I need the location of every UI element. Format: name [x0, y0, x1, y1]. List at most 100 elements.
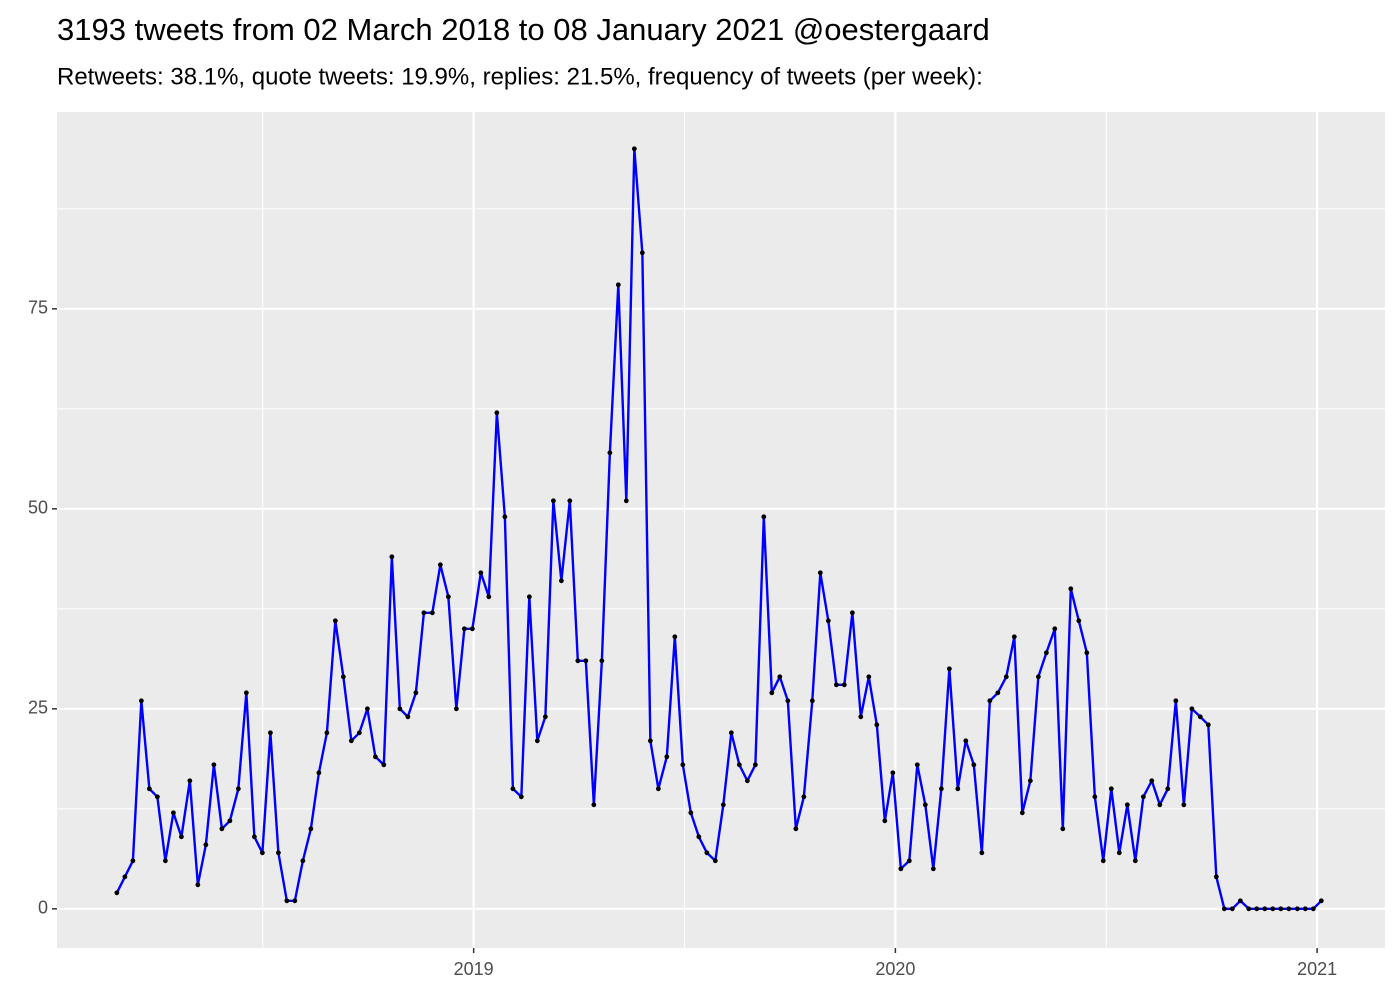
data-point [785, 698, 791, 704]
data-point [1052, 626, 1058, 632]
data-point [963, 738, 969, 744]
data-point [235, 786, 241, 792]
data-point [1181, 802, 1187, 808]
data-point [793, 826, 799, 832]
data-point [1132, 858, 1138, 864]
data-point [558, 578, 564, 584]
data-point [1003, 674, 1009, 680]
data-point [397, 706, 403, 712]
data-point [1149, 778, 1155, 784]
data-point [1060, 826, 1066, 832]
data-point [1068, 586, 1074, 592]
data-point [251, 834, 257, 840]
data-point [187, 778, 193, 784]
y-tick-label: 75 [28, 298, 48, 318]
data-point [1270, 906, 1276, 912]
data-point [542, 714, 548, 720]
data-point [672, 634, 678, 640]
data-point [720, 802, 726, 808]
data-point [1140, 794, 1146, 800]
data-point [324, 730, 330, 736]
data-point [761, 514, 767, 520]
data-point [486, 594, 492, 600]
data-point [469, 626, 475, 632]
y-tick-label: 25 [28, 698, 48, 718]
data-point [631, 146, 637, 152]
data-point [1116, 850, 1122, 856]
data-point [769, 690, 775, 696]
data-point [510, 786, 516, 792]
data-point [550, 498, 556, 504]
data-point [1318, 898, 1324, 904]
data-point [801, 794, 807, 800]
data-point [1205, 722, 1211, 728]
data-point [752, 762, 758, 768]
data-point [841, 682, 847, 688]
data-point [348, 738, 354, 744]
data-point [655, 786, 661, 792]
data-point [1165, 786, 1171, 792]
data-point [882, 818, 888, 824]
data-point [744, 778, 750, 784]
data-point [1043, 650, 1049, 656]
data-point [308, 826, 314, 832]
data-point [898, 866, 904, 872]
data-point [284, 898, 290, 904]
data-point [1237, 898, 1243, 904]
data-point [1027, 778, 1033, 784]
data-point [1221, 906, 1227, 912]
data-point [259, 850, 265, 856]
data-point [1157, 802, 1163, 808]
data-point [461, 626, 467, 632]
data-point [405, 714, 411, 720]
data-point [728, 730, 734, 736]
data-point [995, 690, 1001, 696]
data-point [1084, 650, 1090, 656]
data-point [389, 554, 395, 560]
data-point [591, 802, 597, 808]
data-point [316, 770, 322, 776]
data-point [372, 754, 378, 760]
data-point [833, 682, 839, 688]
data-point [817, 570, 823, 576]
data-point [267, 730, 273, 736]
data-point [1213, 874, 1219, 880]
data-point [381, 762, 387, 768]
data-point [243, 690, 249, 696]
data-point [1076, 618, 1082, 624]
data-point [453, 706, 459, 712]
data-point [1262, 906, 1268, 912]
data-point [179, 834, 184, 840]
data-point [122, 874, 128, 880]
data-point [938, 786, 944, 792]
data-point [615, 282, 621, 288]
data-point [712, 858, 718, 864]
data-point [437, 562, 443, 568]
data-point [292, 898, 298, 904]
data-point [874, 722, 880, 728]
data-point [154, 794, 160, 800]
data-point [1294, 906, 1300, 912]
data-point [1229, 906, 1235, 912]
data-point [922, 802, 928, 808]
chart-title: 3193 tweets from 02 March 2018 to 08 Jan… [57, 12, 990, 47]
data-point [534, 738, 540, 744]
data-point [518, 794, 524, 800]
data-point [1100, 858, 1106, 864]
data-point [567, 498, 573, 504]
data-point [1019, 810, 1025, 816]
data-point [162, 858, 168, 864]
data-point [219, 826, 225, 832]
data-point [1011, 634, 1017, 640]
data-point [583, 658, 589, 664]
data-point [914, 762, 920, 768]
chart-subtitle: Retweets: 38.1%, quote tweets: 19.9%, re… [57, 63, 983, 90]
data-point [1035, 674, 1041, 680]
data-point [955, 786, 961, 792]
data-point [607, 450, 613, 456]
data-point [114, 890, 120, 896]
data-point [1302, 906, 1308, 912]
data-point [599, 658, 605, 664]
data-point [866, 674, 872, 680]
